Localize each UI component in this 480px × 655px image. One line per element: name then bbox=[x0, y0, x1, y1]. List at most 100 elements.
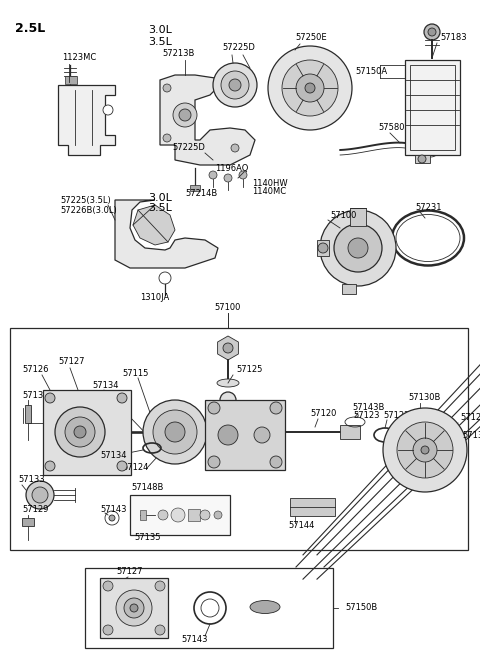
Circle shape bbox=[213, 63, 257, 107]
Circle shape bbox=[45, 393, 55, 403]
Text: 57580: 57580 bbox=[378, 124, 405, 132]
Circle shape bbox=[397, 422, 453, 478]
Text: 57225(3.5L): 57225(3.5L) bbox=[60, 195, 111, 204]
Polygon shape bbox=[115, 200, 218, 268]
Bar bbox=[415, 155, 430, 163]
Text: 3.0L: 3.0L bbox=[148, 193, 172, 203]
Circle shape bbox=[305, 83, 315, 93]
Text: 57150B: 57150B bbox=[345, 603, 377, 612]
Text: 57128: 57128 bbox=[460, 413, 480, 422]
Text: 3.0L: 3.0L bbox=[148, 25, 172, 35]
Circle shape bbox=[221, 71, 249, 99]
Circle shape bbox=[159, 272, 171, 284]
Circle shape bbox=[208, 402, 220, 414]
Circle shape bbox=[239, 171, 247, 179]
Bar bbox=[22, 518, 34, 526]
Circle shape bbox=[165, 422, 185, 442]
Polygon shape bbox=[133, 205, 175, 245]
Circle shape bbox=[117, 461, 127, 471]
Circle shape bbox=[421, 446, 429, 454]
Text: 3.5L: 3.5L bbox=[148, 37, 172, 47]
Bar bbox=[317, 240, 329, 256]
Circle shape bbox=[348, 238, 368, 258]
Polygon shape bbox=[160, 75, 255, 165]
Text: 57150A: 57150A bbox=[355, 67, 387, 77]
Circle shape bbox=[173, 103, 197, 127]
Text: 57134: 57134 bbox=[100, 451, 127, 460]
Text: 57132: 57132 bbox=[22, 390, 48, 400]
Circle shape bbox=[103, 581, 113, 591]
Text: 57144: 57144 bbox=[288, 521, 314, 531]
Circle shape bbox=[117, 393, 127, 403]
Circle shape bbox=[65, 417, 95, 447]
Text: 57129: 57129 bbox=[22, 506, 48, 514]
Circle shape bbox=[200, 510, 210, 520]
Bar bbox=[340, 425, 360, 439]
Circle shape bbox=[45, 461, 55, 471]
Circle shape bbox=[424, 24, 440, 40]
Circle shape bbox=[296, 74, 324, 102]
Text: 2.5L: 2.5L bbox=[15, 22, 45, 35]
Bar bbox=[405, 60, 460, 155]
Circle shape bbox=[270, 402, 282, 414]
Text: 57100: 57100 bbox=[330, 210, 356, 219]
Text: 57120: 57120 bbox=[310, 409, 336, 419]
Text: 57231: 57231 bbox=[415, 202, 442, 212]
Bar bbox=[410, 65, 455, 150]
Circle shape bbox=[208, 456, 220, 468]
Circle shape bbox=[155, 625, 165, 635]
Circle shape bbox=[428, 28, 436, 36]
Circle shape bbox=[268, 46, 352, 130]
Text: 57134: 57134 bbox=[92, 381, 119, 390]
Bar bbox=[10, 328, 468, 550]
Text: 57143B: 57143B bbox=[352, 403, 384, 413]
Bar bbox=[25, 405, 31, 423]
Bar bbox=[205, 400, 285, 470]
Circle shape bbox=[218, 425, 238, 445]
Bar bbox=[290, 498, 335, 516]
Polygon shape bbox=[217, 336, 239, 360]
Text: 57143: 57143 bbox=[100, 506, 127, 514]
Bar bbox=[65, 76, 77, 84]
Text: 57213B: 57213B bbox=[162, 50, 194, 58]
Circle shape bbox=[254, 427, 270, 443]
Circle shape bbox=[334, 224, 382, 272]
Circle shape bbox=[220, 392, 236, 408]
Circle shape bbox=[179, 109, 191, 121]
Bar bbox=[85, 568, 333, 648]
Circle shape bbox=[163, 134, 171, 142]
Circle shape bbox=[155, 581, 165, 591]
Bar bbox=[190, 185, 200, 191]
Text: 57100: 57100 bbox=[215, 303, 241, 312]
Text: 3.5L: 3.5L bbox=[148, 203, 172, 213]
Bar bbox=[140, 510, 146, 520]
Circle shape bbox=[143, 400, 207, 464]
Circle shape bbox=[163, 84, 171, 92]
Bar bbox=[100, 578, 168, 638]
Text: 57214B: 57214B bbox=[185, 189, 217, 198]
Circle shape bbox=[124, 598, 144, 618]
Text: 57133: 57133 bbox=[18, 476, 45, 485]
Text: 57131: 57131 bbox=[462, 430, 480, 440]
Ellipse shape bbox=[250, 601, 280, 614]
Circle shape bbox=[209, 171, 217, 179]
Circle shape bbox=[116, 590, 152, 626]
Text: 57123: 57123 bbox=[353, 411, 380, 419]
Bar bbox=[43, 390, 131, 475]
Text: 1310JA: 1310JA bbox=[140, 293, 169, 303]
Circle shape bbox=[109, 515, 115, 521]
Bar bbox=[342, 284, 356, 294]
Text: 1123MC: 1123MC bbox=[62, 52, 96, 62]
Text: 57250E: 57250E bbox=[295, 33, 326, 43]
Text: 1196AQ: 1196AQ bbox=[215, 164, 248, 172]
Circle shape bbox=[153, 410, 197, 454]
Bar bbox=[188, 509, 200, 521]
Text: 57183: 57183 bbox=[440, 33, 467, 43]
Circle shape bbox=[320, 210, 396, 286]
Ellipse shape bbox=[217, 379, 239, 387]
Circle shape bbox=[224, 174, 232, 182]
Circle shape bbox=[103, 625, 113, 635]
Text: 57130B: 57130B bbox=[408, 394, 440, 403]
Text: 57148B: 57148B bbox=[132, 483, 164, 493]
Text: 1140HW: 1140HW bbox=[252, 179, 288, 187]
